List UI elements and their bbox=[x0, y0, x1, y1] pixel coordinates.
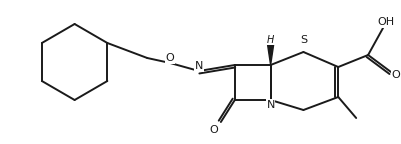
Text: N: N bbox=[195, 61, 203, 71]
Text: N: N bbox=[266, 100, 275, 110]
Text: O: O bbox=[392, 70, 400, 80]
Text: S: S bbox=[300, 35, 307, 45]
Text: O: O bbox=[166, 53, 174, 63]
Text: O: O bbox=[210, 125, 218, 135]
Text: H: H bbox=[267, 35, 274, 45]
Polygon shape bbox=[267, 45, 273, 65]
Text: OH: OH bbox=[377, 17, 395, 27]
